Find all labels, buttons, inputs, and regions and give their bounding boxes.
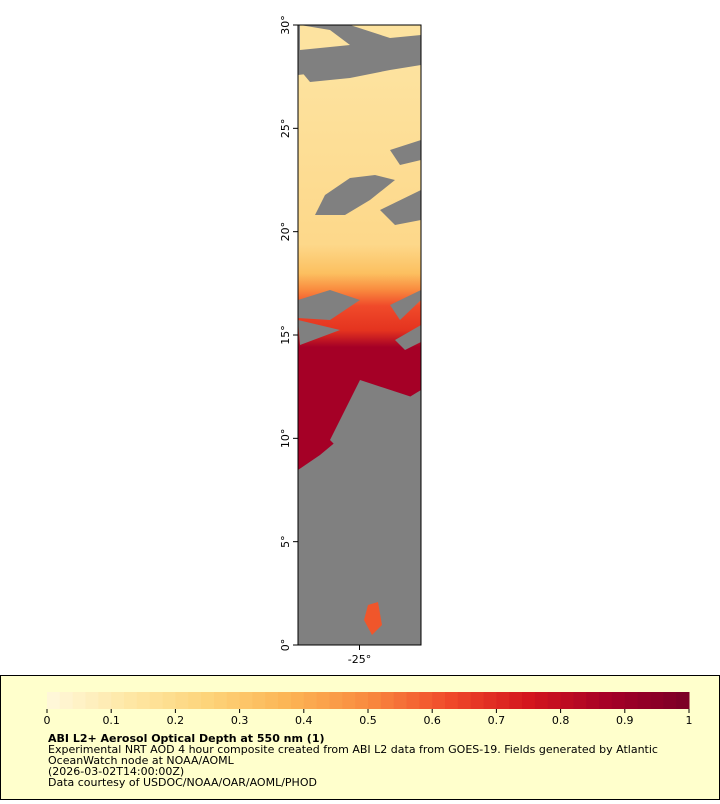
colorbar-tick-label: 0.4: [295, 714, 313, 727]
legend-line: (2026-03-02T14:00:00Z): [48, 765, 184, 778]
colorbar: 0 0.1 0.2 0.3 0.4 0.5 0.6 0.7 0.8 0.9 1: [44, 692, 693, 727]
colorbar-swatch: [188, 692, 202, 709]
colorbar-tick-label: 0.7: [488, 714, 506, 727]
colorbar-swatch: [419, 692, 433, 709]
colorbar-swatch: [226, 692, 241, 709]
map-image: [298, 25, 421, 645]
colorbar-swatch: [342, 692, 356, 709]
colorbar-swatch: [303, 692, 318, 709]
colorbar-tick-label: 0: [44, 714, 51, 727]
legend-line: Data courtesy of USDOC/NOAA/OAR/AOML/PHO…: [48, 776, 317, 789]
y-tick-label: 0°: [279, 639, 292, 652]
colorbar-swatch: [663, 692, 677, 709]
colorbar-swatch: [149, 692, 164, 709]
colorbar-swatch: [650, 692, 664, 709]
colorbar-swatch: [72, 692, 87, 709]
colorbar-swatch: [380, 692, 395, 709]
colorbar-swatch: [522, 692, 536, 709]
colorbar-swatch: [560, 692, 574, 709]
colorbar-tick-label: 0.3: [231, 714, 249, 727]
colorbar-swatch: [432, 692, 446, 709]
colorbar-swatch: [124, 692, 138, 709]
colorbar-swatch: [624, 692, 639, 709]
colorbar-swatch: [265, 692, 279, 709]
y-tick-label: 20°: [279, 222, 292, 242]
colorbar-swatch: [509, 692, 523, 709]
colorbar-swatch: [201, 692, 215, 709]
colorbar-swatch: [637, 692, 651, 709]
colorbar-swatch: [175, 692, 189, 709]
colorbar-swatch: [162, 692, 176, 709]
colorbar-swatch: [457, 692, 472, 709]
colorbar-swatch: [85, 692, 99, 709]
colorbar-swatch: [136, 692, 151, 709]
colorbar-swatch: [676, 692, 690, 709]
colorbar-swatch: [599, 692, 613, 709]
y-tick-label: 25°: [279, 119, 292, 139]
legend-title: ABI L2+ Aerosol Optical Depth at 550 nm …: [48, 732, 325, 745]
y-tick-label: 15°: [279, 325, 292, 345]
colorbar-swatch: [111, 692, 125, 709]
colorbar-swatch: [368, 692, 382, 709]
y-tick-label: 10°: [279, 429, 292, 449]
colorbar-swatch: [496, 692, 510, 709]
colorbar-swatch: [406, 692, 420, 709]
axes: 0° 5° 10° 15° 20° 25° 30° -25°: [279, 15, 371, 666]
colorbar-swatch: [252, 692, 266, 709]
y-tick-label: 30°: [279, 15, 292, 35]
colorbar-swatch: [278, 692, 292, 709]
colorbar-tick-label: 0.8: [552, 714, 570, 727]
colorbar-swatch: [573, 692, 587, 709]
colorbar-swatch: [59, 692, 74, 709]
colorbar-swatch: [316, 692, 330, 709]
x-tick-label: -25°: [348, 653, 371, 666]
y-tick-label: 5°: [279, 535, 292, 548]
colorbar-swatch: [329, 692, 343, 709]
colorbar-swatch: [213, 692, 228, 709]
colorbar-tick-label: 0.5: [359, 714, 377, 727]
colorbar-swatch: [483, 692, 497, 709]
colorbar-swatch: [239, 692, 253, 709]
colorbar-tick-label: 1: [686, 714, 693, 727]
colorbar-tick-label: 0.2: [167, 714, 185, 727]
colorbar-swatch: [534, 692, 549, 709]
colorbar-swatch: [355, 692, 369, 709]
colorbar-swatch: [393, 692, 408, 709]
colorbar-swatch: [470, 692, 485, 709]
colorbar-swatch: [98, 692, 112, 709]
colorbar-swatch: [47, 692, 61, 709]
colorbar-tick-label: 0.6: [423, 714, 441, 727]
colorbar-swatch: [290, 692, 305, 709]
colorbar-tick-label: 0.9: [616, 714, 634, 727]
legend-line: OceanWatch node at NOAA/AOML: [48, 754, 235, 767]
colorbar-tick-label: 0.1: [102, 714, 120, 727]
colorbar-swatch: [586, 692, 600, 709]
colorbar-swatch: [445, 692, 459, 709]
legend-line: Experimental NRT AOD 4 hour composite cr…: [48, 743, 658, 756]
colorbar-swatch: [547, 692, 562, 709]
colorbar-swatch: [611, 692, 626, 709]
